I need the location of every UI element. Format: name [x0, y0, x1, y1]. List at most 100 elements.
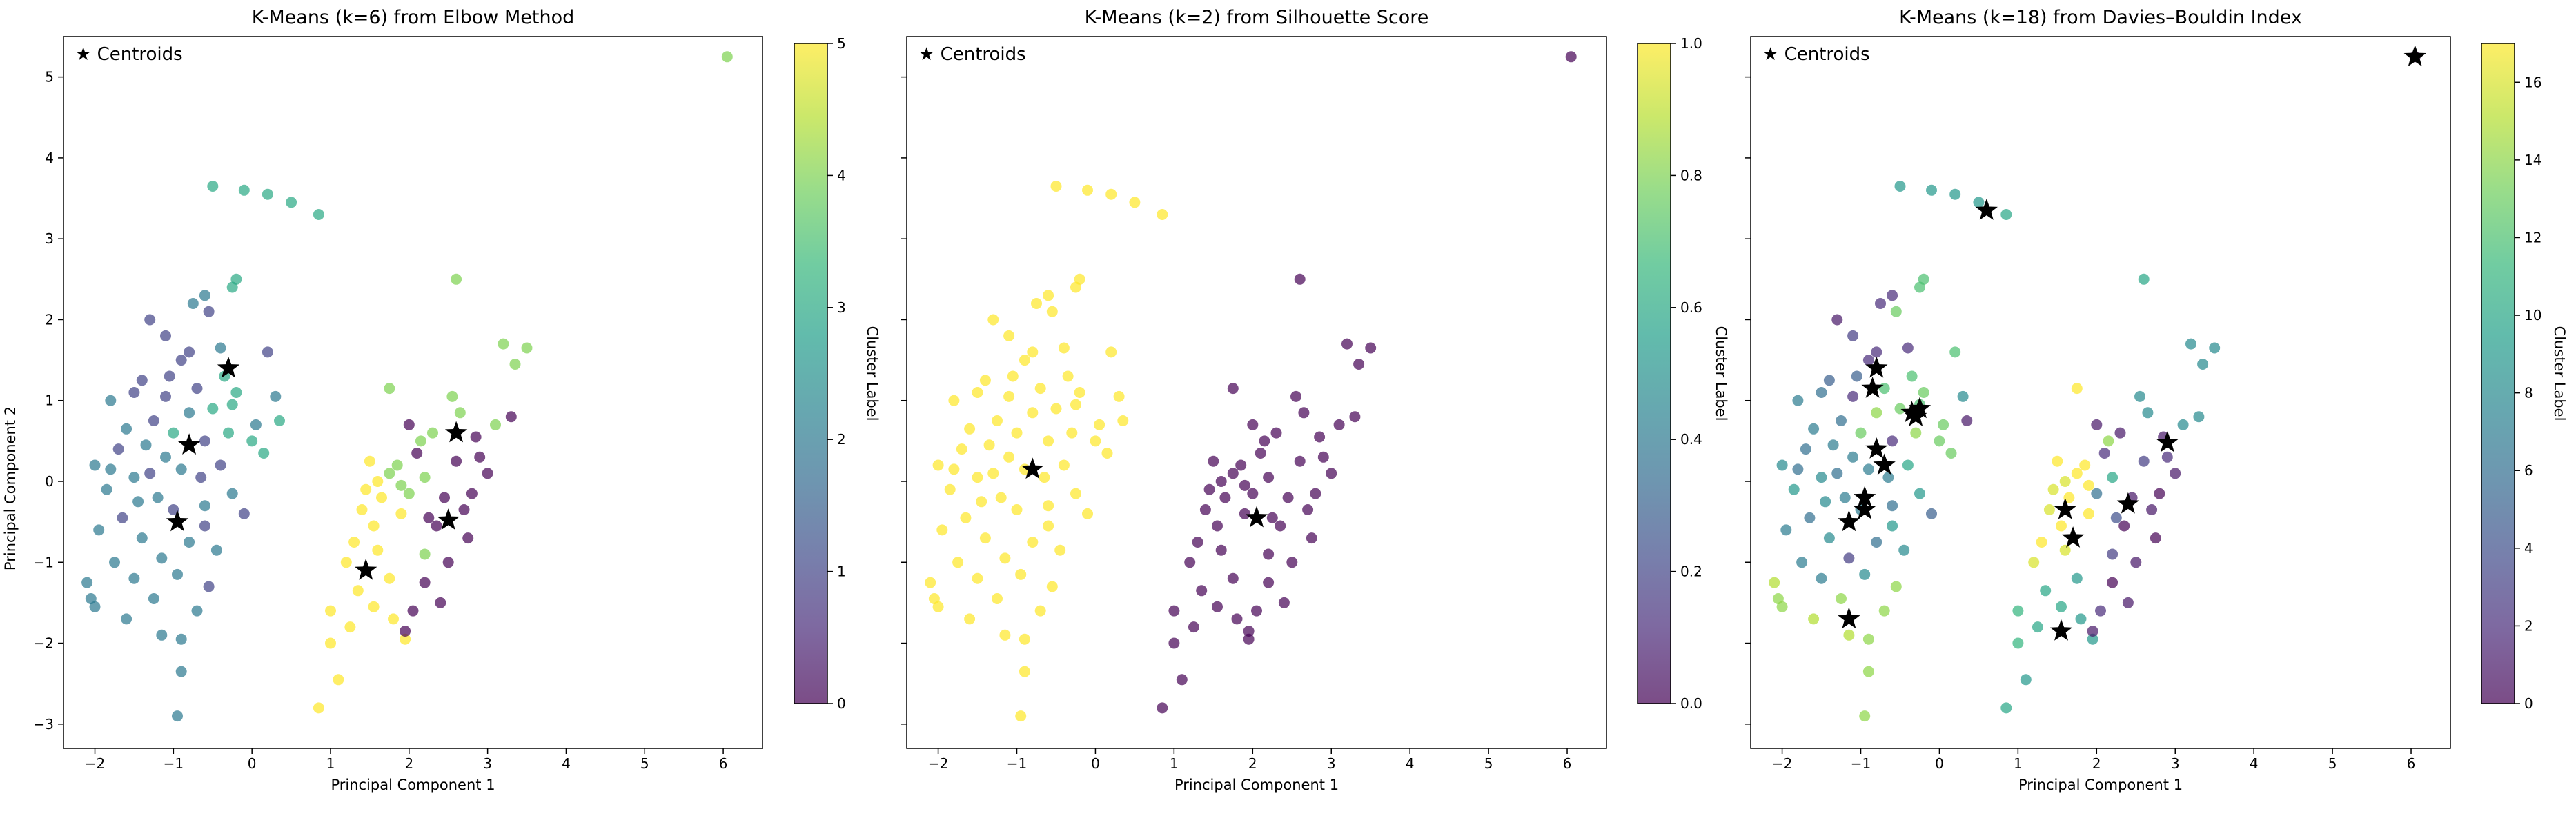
- scatter-point: [121, 613, 132, 625]
- scatter-point: [1070, 488, 1081, 499]
- scatter-point: [286, 197, 297, 208]
- x-tick-label: 6: [719, 755, 728, 772]
- scatter-point: [1918, 387, 1929, 398]
- scatter-point: [2118, 520, 2130, 532]
- scatter-point: [2095, 605, 2106, 617]
- scatter-point: [1157, 209, 1168, 220]
- scatter-point: [987, 468, 999, 479]
- colorbar-label: Cluster Label: [1713, 326, 1729, 421]
- scatter-point: [1208, 455, 1219, 467]
- legend-centroids: ★ Centroids: [1762, 44, 1870, 65]
- scatter-point: [356, 504, 368, 515]
- scatter-point: [1050, 181, 1062, 192]
- scatter-point: [1278, 597, 1290, 608]
- scatter-point: [1792, 395, 1804, 406]
- scatter-point: [2012, 637, 2024, 649]
- scatter-point: [979, 532, 991, 544]
- scatter-point: [1011, 427, 1023, 439]
- scatter-point: [1003, 330, 1015, 341]
- scatter-point: [2012, 605, 2024, 617]
- scatter-point: [1949, 188, 1961, 200]
- scatter-point: [2170, 468, 2181, 479]
- centroid-star: [2054, 498, 2076, 519]
- colorbar-tick-label: 12: [2524, 229, 2541, 246]
- centroid-star: [1854, 486, 1876, 508]
- x-tick-label: −1: [1851, 755, 1871, 772]
- scatter-point: [246, 435, 258, 447]
- scatter-point: [112, 443, 124, 455]
- colorbar-tick-label: 10: [2524, 307, 2541, 323]
- scatter-point: [976, 496, 987, 508]
- scatter-point: [1219, 492, 1231, 503]
- scatter-point: [1054, 544, 1066, 556]
- scatter-point: [368, 520, 380, 532]
- scatter-point: [160, 390, 171, 402]
- scatter-point: [2122, 597, 2134, 608]
- scatter-point: [454, 407, 466, 419]
- scatter-point: [144, 468, 156, 479]
- scatter-point: [1043, 290, 1054, 301]
- scatter-point: [2087, 633, 2098, 645]
- scatter-point: [1890, 306, 1902, 317]
- centroid-star: [444, 421, 468, 443]
- scatter-point: [1957, 390, 1969, 402]
- colorbar-tick-label: 1.0: [1680, 35, 1702, 52]
- colorbar-tick-label: 6: [2524, 462, 2533, 479]
- scatter-point: [175, 633, 187, 645]
- centroid-star: [1838, 607, 1860, 629]
- y-tick-label: 5: [45, 69, 54, 86]
- scatter-point: [2138, 455, 2150, 467]
- scatter-point: [1780, 524, 1792, 536]
- centroid-star: [1245, 506, 1268, 528]
- scatter-point: [148, 593, 159, 604]
- y-tick-label: −1: [34, 554, 54, 570]
- scatter-point: [1247, 419, 1259, 430]
- scatter-point: [2161, 451, 2173, 463]
- scatter-point: [1769, 577, 1780, 588]
- scatter-point: [1043, 520, 1054, 532]
- scatter-point: [372, 476, 384, 487]
- scatter-point: [470, 431, 482, 443]
- scatter-point: [1945, 448, 1957, 459]
- scatter-point: [187, 298, 199, 309]
- scatter-point: [1105, 188, 1117, 200]
- colorbar-tick-label: 0.0: [1680, 695, 1702, 712]
- scatter-point: [262, 346, 273, 358]
- scatter-point: [1027, 407, 1039, 419]
- scatter-point: [1235, 459, 1247, 471]
- scatter-point: [972, 572, 983, 584]
- scatter-point: [1275, 520, 1286, 532]
- centroid-star: [2061, 526, 2085, 548]
- scatter-point: [960, 512, 972, 523]
- scatter-point: [1043, 435, 1054, 447]
- scatter-point: [1902, 459, 1914, 471]
- scatter-point: [1101, 448, 1113, 459]
- scatter-point: [1788, 483, 1800, 495]
- colorbar-tick-label: 1: [837, 563, 846, 580]
- colorbar: [1637, 43, 1671, 704]
- scatter-point: [2071, 383, 2083, 395]
- y-tick-label: 4: [45, 150, 54, 166]
- scatter-point: [1286, 557, 1298, 568]
- scatter-point: [1247, 488, 1259, 499]
- scatter-point: [1034, 605, 1046, 617]
- scatter-point: [509, 359, 521, 370]
- scatter-point: [1255, 448, 1266, 459]
- scatter-point: [1961, 415, 1973, 426]
- centroid-star: [1861, 377, 1884, 398]
- scatter-point: [400, 626, 411, 637]
- x-axis-label: Principal Component 1: [1174, 777, 1339, 793]
- scatter-point: [1878, 605, 1890, 617]
- scatter-point: [2036, 537, 2047, 548]
- scatter-point: [2107, 577, 2118, 588]
- scatter-point: [983, 439, 995, 451]
- scatter-point: [2028, 557, 2040, 568]
- scatter-point: [81, 577, 93, 588]
- scatter-point: [1011, 504, 1023, 515]
- scatter-point: [121, 423, 132, 435]
- scatter-point: [482, 468, 493, 479]
- scatter-point: [1294, 273, 1306, 285]
- plot-area: [1750, 36, 2451, 749]
- y-tick-label: 2: [45, 311, 54, 328]
- scatter-point: [2052, 455, 2063, 467]
